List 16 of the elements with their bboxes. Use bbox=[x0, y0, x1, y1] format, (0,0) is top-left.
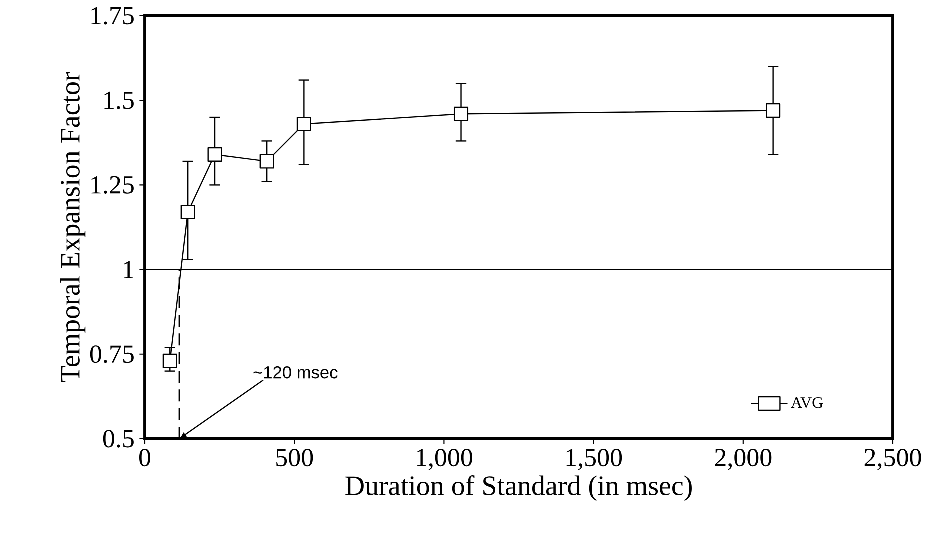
x-axis-title: Duration of Standard (in msec) bbox=[346, 475, 692, 502]
x-tick-label: 1,500 bbox=[566, 449, 622, 470]
y-axis-title: Temporal Expansion Factor bbox=[60, 72, 86, 382]
y-tick-label: 1 bbox=[124, 261, 134, 278]
y-tick-label: 0.75 bbox=[90, 346, 134, 364]
x-tick-label: 1,000 bbox=[417, 449, 472, 470]
x-tick-label: 2,000 bbox=[715, 449, 772, 470]
x-tick-label: 500 bbox=[276, 449, 314, 467]
y-tick-label: 1.25 bbox=[92, 176, 134, 194]
y-tick-label: 0.5 bbox=[103, 430, 134, 448]
y-tick-label: 1.75 bbox=[92, 7, 134, 25]
x-tick-label: 0 bbox=[139, 449, 151, 467]
annotation: ~120 msec bbox=[254, 366, 338, 379]
x-tick-label: 2,500 bbox=[864, 449, 922, 470]
y-tick-label: 1.5 bbox=[104, 92, 134, 110]
legend-label: AVG bbox=[791, 397, 824, 408]
